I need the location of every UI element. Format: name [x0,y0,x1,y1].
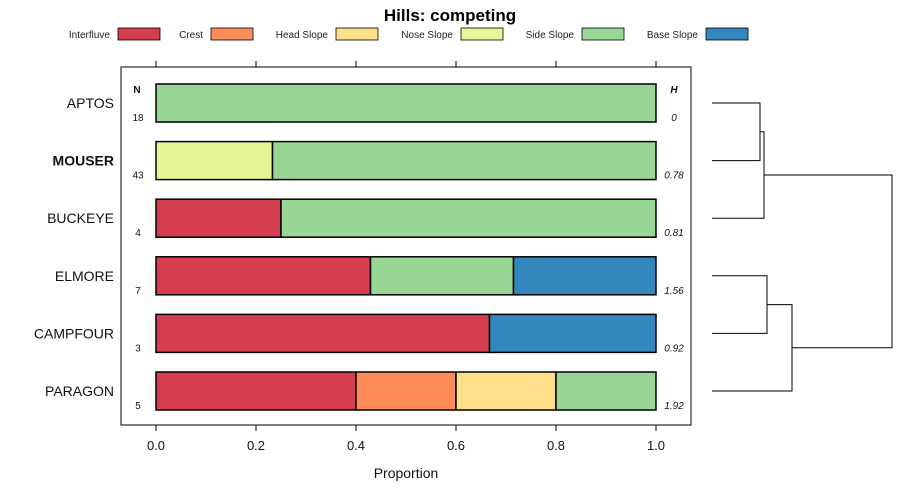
dendrogram-branch [764,174,893,349]
legend-label: Interfluve [69,30,111,41]
legend-label: Crest [179,30,203,41]
bar-segment [155,371,357,411]
row-label: MOUSER [53,153,114,169]
row-label: ELMORE [55,268,114,284]
x-tick-label: 1.0 [647,438,665,453]
n-value: 3 [135,343,141,354]
legend-swatch [210,27,254,41]
x-axis-label: Proportion [374,465,439,481]
legend-swatch [581,27,625,41]
n-header: N [133,85,140,96]
plot-frame [120,66,692,426]
bar-segment [369,256,515,296]
bar-segment [155,256,372,296]
bar-segment [555,371,657,411]
n-value: 7 [135,286,141,297]
bar-segment [155,83,657,123]
bar-segment [355,371,457,411]
row-label: BUCKEYE [47,210,114,226]
h-value: 0.78 [664,171,684,182]
chart-title: Hills: competing [384,6,516,25]
row-label: APTOS [67,95,114,111]
x-tick-label: 0.0 [147,438,165,453]
legend-swatch [460,27,504,41]
bar-segment [280,198,657,238]
bar-segment [488,313,657,354]
n-value: 4 [135,228,141,239]
bar-segment [155,198,282,238]
legend: Interfluve Crest Head Slope Nose Slope Side … [69,27,749,41]
x-tick-label: 0.6 [447,438,465,453]
n-value: 43 [132,171,144,182]
legend-swatch [117,27,161,41]
dendrogram-branch [712,102,761,162]
legend-swatch [705,27,749,41]
bar-segment [271,140,657,181]
bar-segment [512,256,657,296]
x-tick-label: 0.8 [547,438,565,453]
h-value: 0.92 [664,343,684,354]
x-axis: 0.0 0.2 0.4 0.6 0.8 1.0 [147,61,665,453]
x-tick-label: 0.4 [347,438,365,453]
legend-label: Head Slope [276,30,329,41]
dendrogram-branch [712,275,768,334]
bar-segment [455,371,557,411]
h-header: H [670,85,678,96]
bar-segment [155,140,274,181]
bars: APTOS 18 0 MOUSER 43 0.78 BUCKEYE 4 0.81 ELMORE 7 1… [34,83,684,412]
legend-label: Side Slope [526,30,575,41]
n-value: 18 [132,113,144,124]
h-value: 1.92 [664,401,684,412]
dendrogram-branch [712,131,765,219]
row-label: CAMPFOUR [34,325,114,341]
h-value: 0.81 [664,228,683,239]
n-value: 5 [135,401,141,412]
legend-label: Nose Slope [401,30,453,41]
row-label: PARAGON [45,383,114,399]
legend-label: Base Slope [647,30,699,41]
bar-segment [155,313,491,354]
dendrogram [712,102,893,392]
legend-swatch [335,27,379,41]
h-value: 0 [671,113,677,124]
dendrogram-branch [712,304,793,392]
h-value: 1.56 [664,286,684,297]
x-tick-label: 0.2 [247,438,265,453]
